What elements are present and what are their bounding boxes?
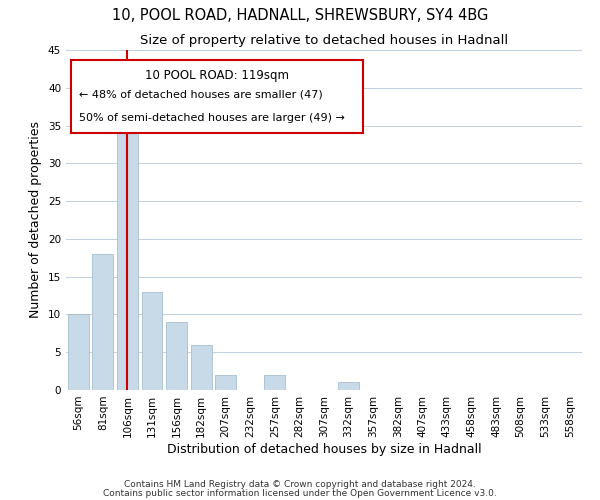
Bar: [117, 110, 138, 390]
Y-axis label: Number of detached properties: Number of detached properties: [29, 122, 43, 318]
Bar: [215, 375, 236, 390]
Bar: [68, 314, 89, 390]
Bar: [92, 254, 113, 390]
Text: 10 POOL ROAD: 119sqm: 10 POOL ROAD: 119sqm: [145, 68, 289, 82]
Bar: [265, 375, 286, 390]
FancyBboxPatch shape: [71, 60, 362, 134]
Text: 50% of semi-detached houses are larger (49) →: 50% of semi-detached houses are larger (…: [79, 113, 345, 123]
Bar: [142, 292, 163, 390]
Text: Contains public sector information licensed under the Open Government Licence v3: Contains public sector information licen…: [103, 488, 497, 498]
X-axis label: Distribution of detached houses by size in Hadnall: Distribution of detached houses by size …: [167, 442, 481, 456]
Title: Size of property relative to detached houses in Hadnall: Size of property relative to detached ho…: [140, 34, 508, 48]
Bar: [338, 382, 359, 390]
Bar: [191, 344, 212, 390]
Text: Contains HM Land Registry data © Crown copyright and database right 2024.: Contains HM Land Registry data © Crown c…: [124, 480, 476, 489]
Text: ← 48% of detached houses are smaller (47): ← 48% of detached houses are smaller (47…: [79, 89, 323, 99]
Bar: [166, 322, 187, 390]
Text: 10, POOL ROAD, HADNALL, SHREWSBURY, SY4 4BG: 10, POOL ROAD, HADNALL, SHREWSBURY, SY4 …: [112, 8, 488, 22]
